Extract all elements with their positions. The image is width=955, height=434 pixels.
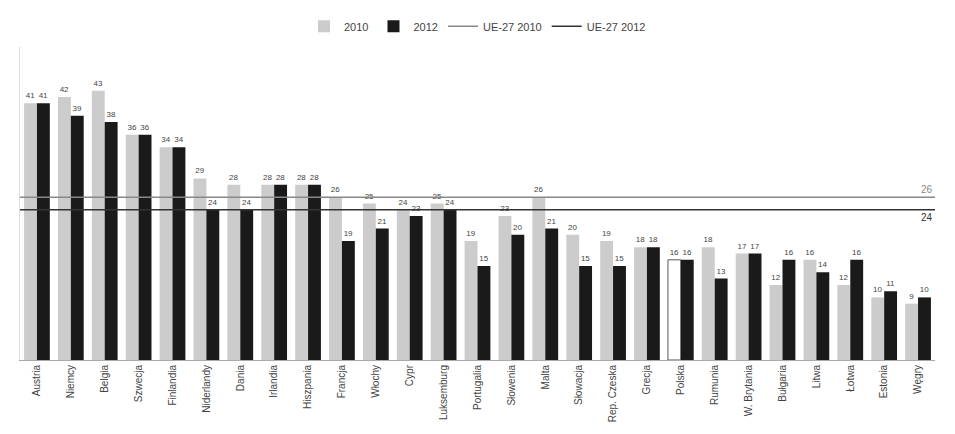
svg-text:38: 38 [106,110,115,119]
svg-text:34: 34 [174,135,183,144]
svg-text:16: 16 [805,248,814,257]
svg-text:17: 17 [750,242,759,251]
svg-text:10: 10 [920,285,929,294]
svg-text:18: 18 [636,235,645,244]
svg-text:Słowacja: Słowacja [573,365,584,405]
svg-text:24: 24 [208,198,217,207]
svg-text:Hiszpania: Hiszpania [302,365,313,409]
svg-text:28: 28 [263,173,272,182]
svg-text:23: 23 [500,204,509,213]
svg-text:9: 9 [909,292,914,301]
svg-text:19: 19 [466,229,475,238]
svg-text:28: 28 [229,173,238,182]
svg-text:2012: 2012 [413,21,437,33]
svg-text:16: 16 [670,248,679,257]
svg-text:16: 16 [852,248,861,257]
svg-text:Węgry: Węgry [912,365,923,394]
svg-text:24: 24 [242,198,251,207]
svg-text:Finlandia: Finlandia [167,365,178,406]
svg-text:UE-27 2010: UE-27 2010 [483,21,542,33]
svg-text:Estonia: Estonia [878,365,889,399]
svg-text:2010: 2010 [344,21,368,33]
svg-text:42: 42 [60,85,69,94]
svg-text:12: 12 [839,273,848,282]
svg-text:29: 29 [195,166,204,175]
svg-text:24: 24 [399,198,408,207]
svg-text:14: 14 [818,260,827,269]
svg-text:Niderlandy: Niderlandy [201,365,212,413]
svg-text:Luksemburg: Luksemburg [438,365,449,420]
svg-text:15: 15 [479,254,488,263]
svg-text:17: 17 [737,242,746,251]
svg-text:Bułgaria: Bułgaria [777,365,788,402]
svg-text:Szwecja: Szwecja [133,365,144,403]
svg-text:19: 19 [344,229,353,238]
svg-text:Polska: Polska [675,365,686,395]
svg-text:Austria: Austria [31,365,42,397]
svg-text:Łotwa: Łotwa [845,365,856,392]
svg-text:26: 26 [534,185,543,194]
svg-text:Dania: Dania [235,365,246,392]
svg-text:23: 23 [411,204,420,213]
svg-text:15: 15 [615,254,624,263]
svg-text:16: 16 [784,248,793,257]
svg-text:36: 36 [127,123,136,132]
svg-text:Litwa: Litwa [811,365,822,389]
svg-text:21: 21 [547,217,556,226]
svg-text:Grecja: Grecja [641,365,652,395]
svg-text:28: 28 [297,173,306,182]
svg-text:13: 13 [716,267,725,276]
svg-text:Francja: Francja [336,365,347,399]
svg-text:28: 28 [310,173,319,182]
svg-text:28: 28 [276,173,285,182]
svg-text:Irlandia: Irlandia [268,365,279,398]
svg-text:W. Brytania: W. Brytania [743,365,754,417]
svg-text:Malta: Malta [540,365,551,390]
svg-text:20: 20 [568,223,577,232]
svg-text:26: 26 [921,184,933,195]
svg-text:36: 36 [140,123,149,132]
svg-text:11: 11 [886,279,895,288]
svg-text:Rep. Czeska: Rep. Czeska [607,365,618,423]
svg-text:25: 25 [365,192,374,201]
svg-text:Cypr: Cypr [404,364,415,386]
svg-text:18: 18 [649,235,658,244]
svg-text:20: 20 [513,223,522,232]
svg-text:41: 41 [26,91,35,100]
svg-text:26: 26 [331,185,340,194]
svg-text:15: 15 [581,254,590,263]
svg-text:16: 16 [683,248,692,257]
svg-text:24: 24 [445,198,454,207]
svg-text:12: 12 [771,273,780,282]
svg-text:Włochy: Włochy [370,365,381,398]
svg-text:25: 25 [432,192,441,201]
svg-text:Portugalia: Portugalia [472,365,483,410]
svg-text:UE-27 2012: UE-27 2012 [587,21,646,33]
svg-text:Słowenia: Słowenia [506,365,517,406]
svg-text:18: 18 [704,235,713,244]
svg-text:Rumunia: Rumunia [709,365,720,405]
svg-text:19: 19 [602,229,611,238]
svg-text:24: 24 [921,212,933,223]
svg-text:21: 21 [378,217,387,226]
svg-text:39: 39 [73,104,82,113]
svg-text:Belgia: Belgia [99,365,110,393]
svg-text:10: 10 [873,285,882,294]
svg-text:41: 41 [39,91,48,100]
svg-text:Niemcy: Niemcy [65,365,76,398]
svg-text:43: 43 [94,79,103,88]
svg-text:34: 34 [161,135,170,144]
